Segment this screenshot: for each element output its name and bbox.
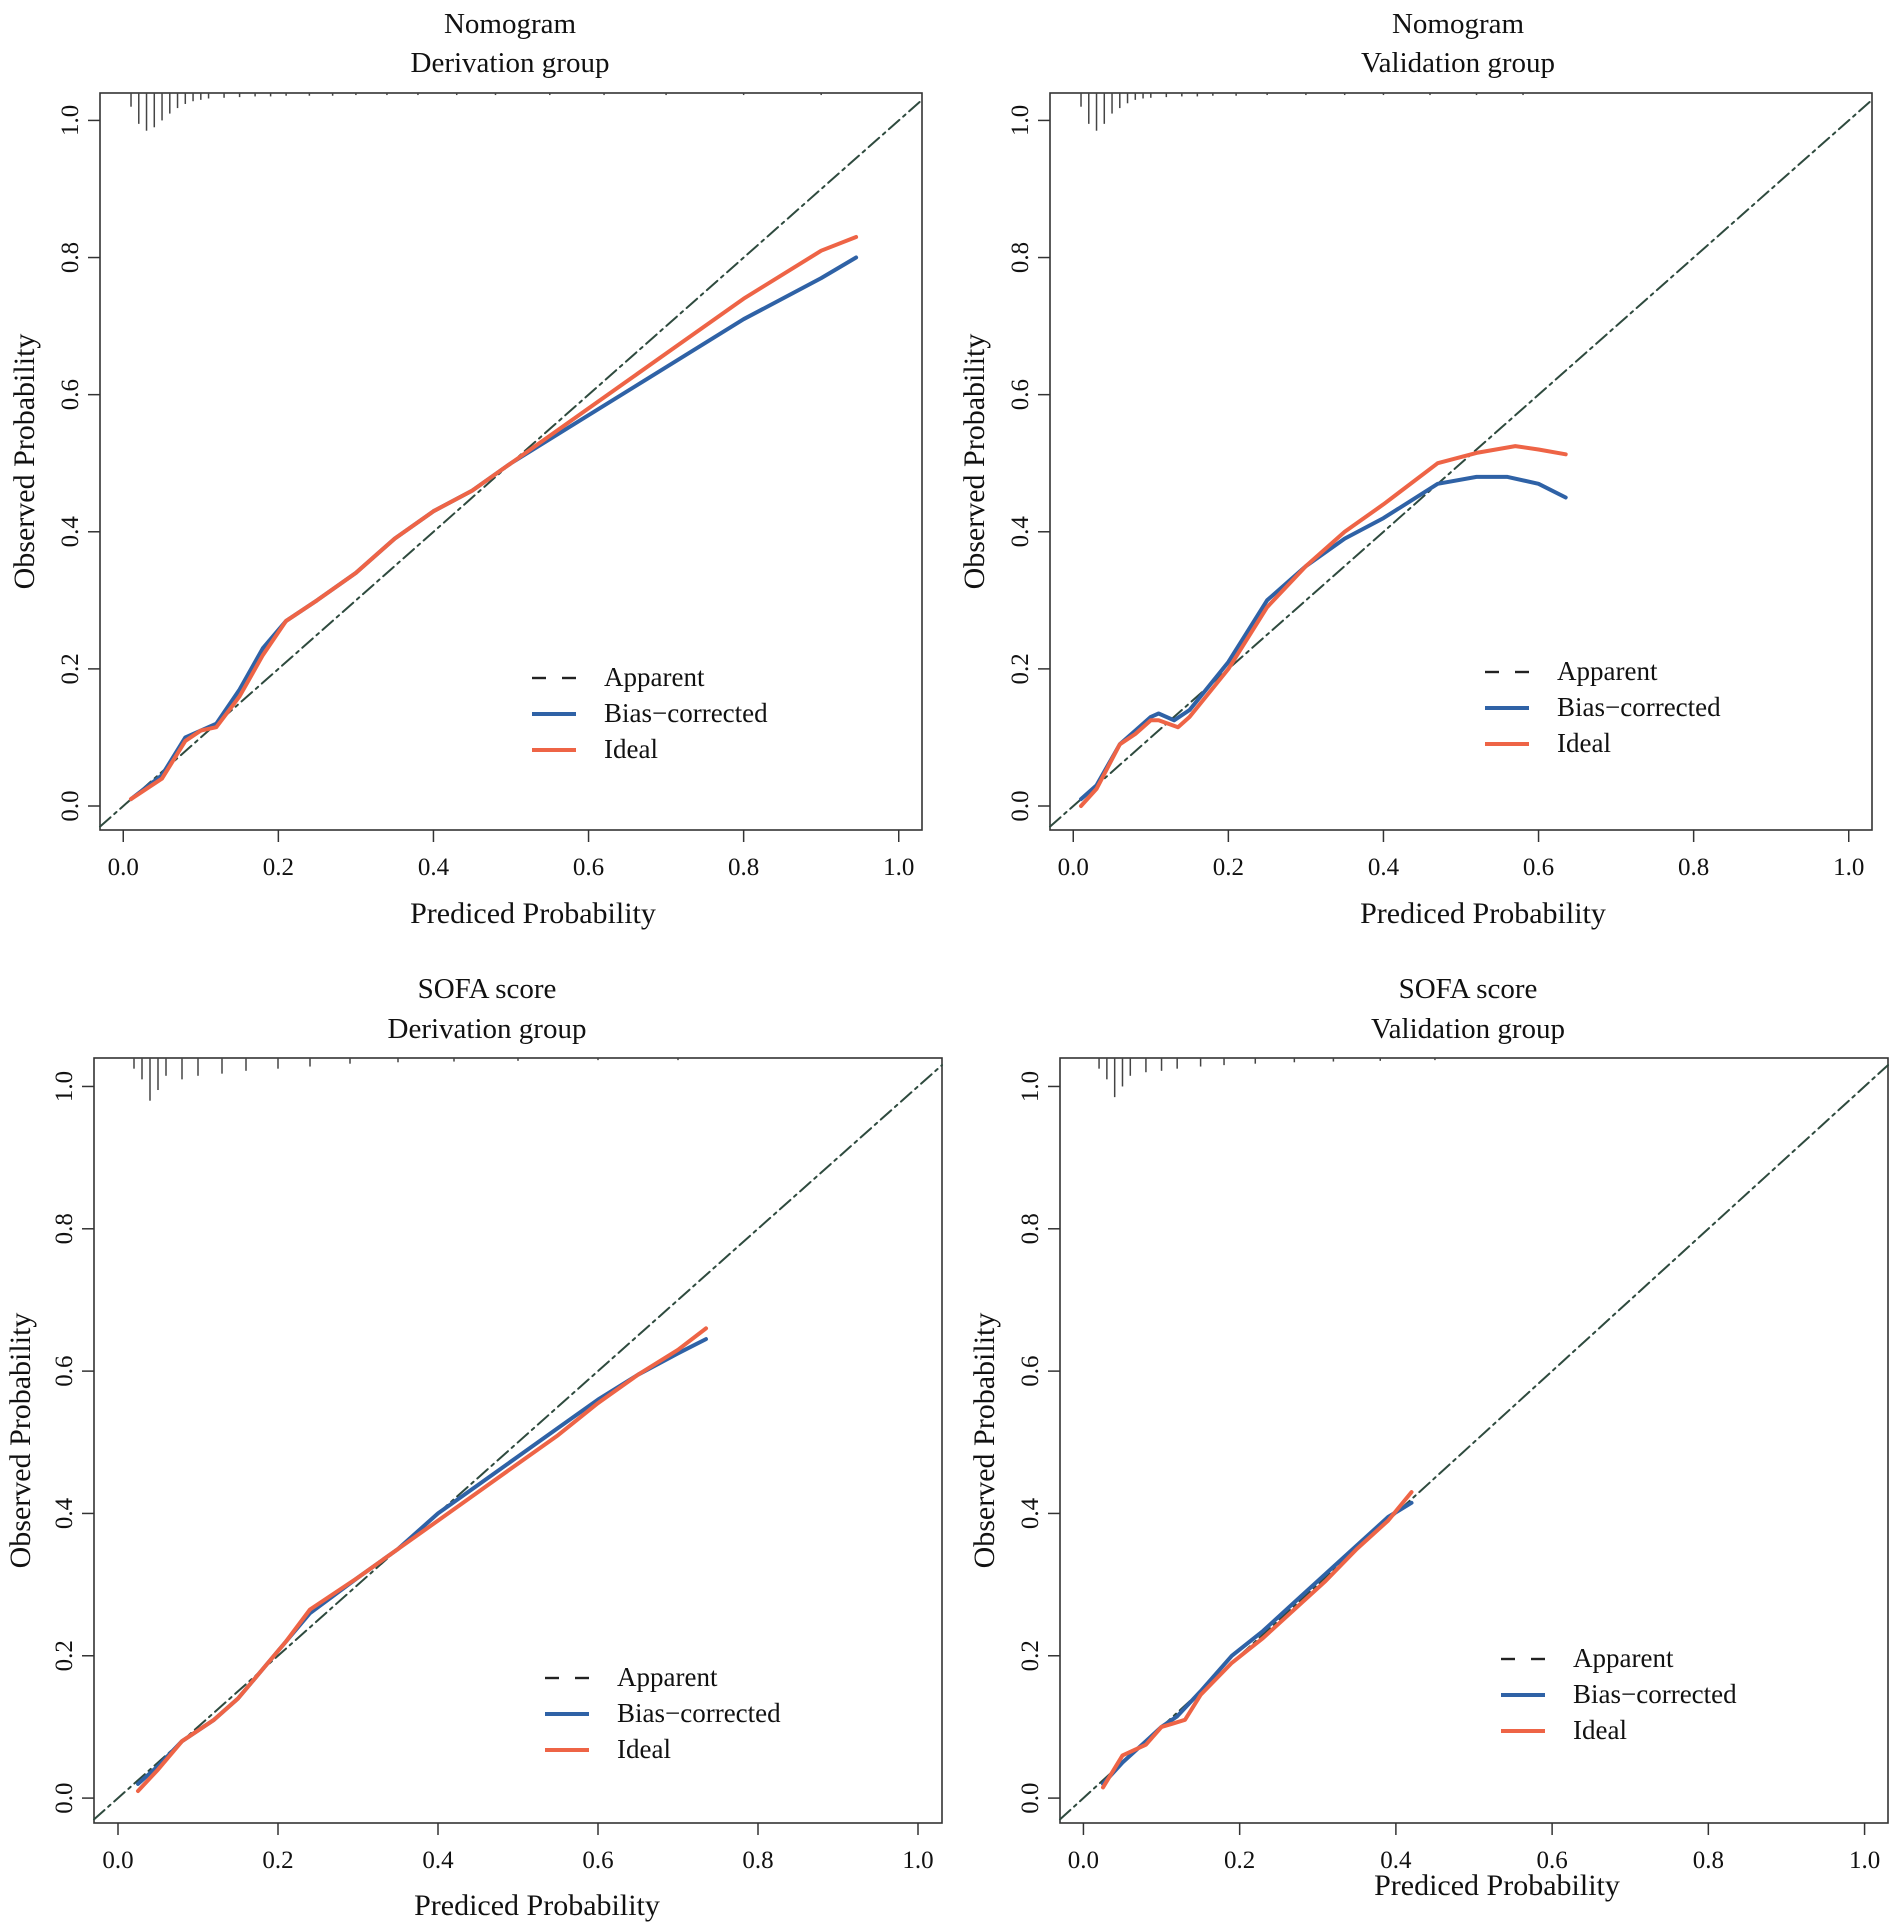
x-tick-label: 0.4 (1380, 1847, 1412, 1874)
series-line-ideal (1101, 1490, 1414, 1790)
y-tick-label: 0.8 (1007, 242, 1034, 273)
x-tick-label: 0.4 (418, 854, 450, 881)
x-tick-label: 0.0 (108, 854, 139, 881)
y-tick-label: 0.2 (1007, 653, 1034, 684)
plot-frame (99, 92, 923, 831)
y-tick-label: 0.4 (51, 1497, 78, 1529)
x-tick-label: 0.2 (263, 854, 294, 881)
y-tick-label: 0.0 (1007, 790, 1034, 821)
x-axis-title: Prediced Probability (1374, 1869, 1620, 1902)
legend-label: Ideal (604, 734, 658, 764)
y-tick-label: 0.0 (1017, 1782, 1044, 1813)
y-tick-label: 0.4 (1007, 516, 1034, 548)
chart-subtitle: Validation group (1361, 47, 1555, 79)
chart-subtitle: Derivation group (411, 47, 610, 79)
y-tick-label: 0.2 (57, 653, 84, 684)
x-tick-label: 0.6 (573, 854, 604, 881)
x-tick-label: 0.0 (1058, 854, 1089, 881)
series-line-bias-corrected (1101, 1500, 1414, 1786)
y-tick-label: 1.0 (1017, 1071, 1044, 1102)
y-tick-label: 0.8 (51, 1213, 78, 1244)
plot-frame (1059, 1057, 1889, 1824)
x-tick-label: 1.0 (902, 1847, 933, 1874)
legend: Apparent Bias−corrected Ideal (1485, 656, 1721, 758)
legend-label: Apparent (1557, 656, 1658, 686)
legend-label: Apparent (617, 1662, 718, 1692)
chart-title: Nomogram (444, 8, 577, 40)
legend: Apparent Bias−corrected Ideal (1501, 1643, 1737, 1745)
calibration-panel-3: SOFA score Derivation group 0.0 0.2 0.4 0.6 0.… (4, 973, 943, 1922)
chart-title: Nomogram (1392, 8, 1525, 40)
chart-subtitle: Derivation group (388, 1013, 587, 1045)
y-tick-label: 1.0 (51, 1071, 78, 1102)
chart-title: SOFA score (418, 973, 557, 1005)
x-tick-label: 0.4 (422, 1847, 454, 1874)
series-line-ideal (129, 235, 859, 802)
y-axis-title: Observed Probability (8, 334, 41, 590)
x-tick-label: 0.0 (1068, 1847, 1099, 1874)
x-tick-label: 1.0 (1849, 1847, 1880, 1874)
x-tick-label: 0.8 (742, 1847, 773, 1874)
legend-label: Bias−corrected (604, 698, 768, 728)
y-tick-label: 0.6 (1017, 1355, 1044, 1386)
plot-frame (1049, 92, 1873, 831)
x-tick-label: 0.0 (102, 1847, 133, 1874)
y-tick-label: 0.8 (57, 242, 84, 273)
legend: Apparent Bias−corrected Ideal (532, 662, 768, 764)
legend-label: Bias−corrected (1573, 1679, 1737, 1709)
y-tick-label: 0.6 (57, 379, 84, 410)
y-tick-label: 0.4 (1017, 1497, 1044, 1529)
y-tick-label: 0.2 (1017, 1640, 1044, 1671)
y-tick-label: 0.2 (51, 1640, 78, 1671)
legend-label: Ideal (617, 1734, 671, 1764)
legend-label: Apparent (604, 662, 705, 692)
series-line-apparent (1059, 1064, 1889, 1821)
plot-frame (93, 1057, 943, 1824)
x-axis-title: Prediced Probability (1360, 897, 1606, 930)
y-axis-title: Observed Probability (958, 334, 991, 590)
x-tick-label: 0.8 (1693, 1847, 1724, 1874)
legend-label: Apparent (1573, 1643, 1674, 1673)
x-tick-label: 0.2 (262, 1847, 293, 1874)
y-tick-label: 0.8 (1017, 1213, 1044, 1244)
x-tick-label: 0.6 (1536, 1847, 1567, 1874)
series-line-ideal (136, 1326, 708, 1793)
y-tick-label: 1.0 (57, 105, 84, 136)
series-line-apparent (1049, 98, 1873, 828)
x-tick-label: 0.2 (1213, 854, 1244, 881)
y-tick-label: 0.0 (51, 1782, 78, 1813)
x-axis-title: Prediced Probability (410, 897, 656, 930)
y-tick-label: 1.0 (1007, 105, 1034, 136)
calibration-panel-2: Nomogram Validation group 0.0 0.2 0.4 0.6 0.8 1… (958, 8, 1873, 930)
calibration-panel-4: SOFA score Validation group 0.0 0.2 0.4 0.6 0.… (968, 973, 1889, 1902)
x-tick-label: 0.4 (1368, 854, 1400, 881)
y-axis-title: Observed Probability (4, 1313, 37, 1569)
x-tick-label: 0.2 (1224, 1847, 1255, 1874)
chart-subtitle: Validation group (1371, 1013, 1565, 1045)
x-tick-label: 0.6 (1523, 854, 1554, 881)
legend-label: Ideal (1557, 728, 1611, 758)
x-tick-label: 1.0 (883, 854, 914, 881)
series-line-ideal (1079, 444, 1568, 808)
legend: Apparent Bias−corrected Ideal (545, 1662, 781, 1764)
y-tick-label: 0.6 (51, 1355, 78, 1386)
x-tick-label: 0.6 (582, 1847, 613, 1874)
legend-label: Bias−corrected (1557, 692, 1721, 722)
chart-title: SOFA score (1399, 973, 1538, 1005)
x-tick-label: 0.8 (728, 854, 759, 881)
legend-label: Bias−corrected (617, 1698, 781, 1728)
series-line-bias-corrected (1079, 474, 1568, 802)
calibration-panel-1: Nomogram Derivation group 0.0 0.2 0.4 0.6 0.8 1… (8, 8, 923, 930)
legend-label: Ideal (1573, 1715, 1627, 1745)
y-tick-label: 0.0 (57, 790, 84, 821)
series-line-apparent (93, 1064, 943, 1821)
y-tick-label: 0.6 (1007, 379, 1034, 410)
x-tick-label: 0.8 (1678, 854, 1709, 881)
x-tick-label: 1.0 (1833, 854, 1864, 881)
y-axis-title: Observed Probability (968, 1313, 1001, 1569)
y-tick-label: 0.4 (57, 516, 84, 548)
x-axis-title: Prediced Probability (414, 1889, 660, 1922)
